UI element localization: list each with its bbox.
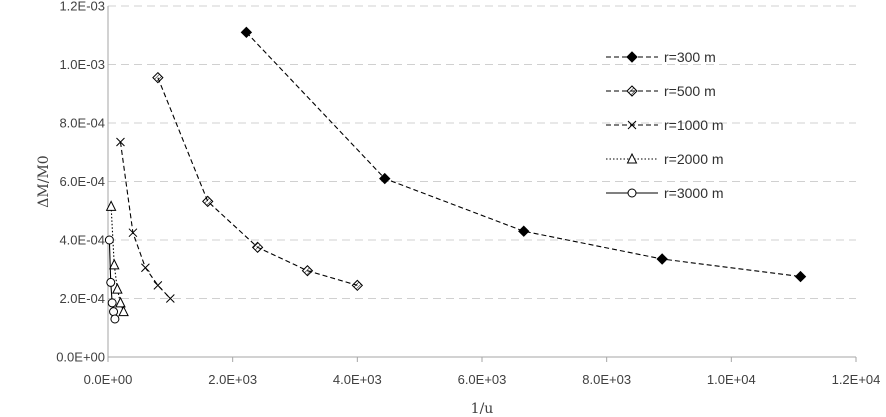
marker-diamond [626,51,638,63]
marker-hatched-diamond [626,85,638,97]
marker-triangle [108,258,120,270]
marker-circle [109,307,119,317]
series-5 [104,235,120,324]
marker-x [116,137,125,147]
marker-x [128,228,138,238]
series-2 [152,71,364,292]
marker-triangle [115,296,126,308]
legend-label: r=500 m [664,83,716,99]
x-tick-label: 8.0E+03 [582,372,631,387]
legend-label: r=3000 m [664,185,724,201]
x-tick-label: 4.0E+03 [333,372,382,387]
marker-hatched-diamond [251,241,264,254]
legend-label: r=2000 m [664,151,724,167]
marker-x [153,280,163,290]
series-line [110,206,125,312]
series-3 [116,137,175,303]
series-4 [105,200,129,317]
series-line [119,141,171,299]
y-tick-label: 6.0E-04 [59,174,105,189]
plot-area [104,26,807,324]
marker-hatched-diamond [152,71,164,84]
legend-entry: r=500 m [606,83,716,99]
marker-diamond [794,270,807,283]
x-tick-label: 0.0E+00 [84,372,133,387]
marker-diamond [240,26,253,39]
marker-circle [106,277,116,287]
x-tick-label: 6.0E+03 [458,372,507,387]
y-tick-label: 8.0E-04 [59,116,105,131]
legend-entry: r=300 m [606,49,716,65]
marker-triangle [112,283,123,294]
marker-circle [107,298,117,308]
x-tick-label: 1.0E+04 [707,372,756,387]
x-tick-label: 2.0E+03 [208,372,257,387]
marker-diamond [518,225,530,237]
axes [107,6,857,362]
marker-triangle [626,152,638,164]
marker-circle [104,235,114,245]
legend-label: r=300 m [664,49,716,65]
marker-triangle [118,305,129,317]
y-tick-label: 1.0E-03 [59,57,105,72]
marker-hatched-diamond [301,265,314,277]
legend-label: r=1000 m [664,117,724,133]
marker-triangle [105,200,117,211]
marker-diamond [656,253,668,265]
marker-hatched-diamond [351,279,364,292]
series-1 [240,26,807,283]
legend-entry: r=2000 m [606,151,724,167]
x-axis-title: 1/u [471,401,494,417]
legend-entry: r=1000 m [606,117,724,133]
gridlines [108,5,856,299]
y-tick-label: 2.0E-04 [59,291,105,306]
marker-x [141,263,150,273]
legend: r=300 m r=500 m r=1000 m r=2000 m r=3000 m [606,49,724,201]
legend-entry: r=3000 m [606,185,724,201]
y-tick-label: 1.2E-03 [59,0,105,14]
y-tick-label: 0.0E+00 [56,350,105,365]
marker-circle [627,188,637,198]
y-tick-label: 4.0E-04 [59,233,105,248]
series-line [245,31,801,278]
marker-diamond [379,172,391,185]
marker-hatched-diamond [202,195,214,208]
marker-x [165,294,175,303]
marker-x [627,120,637,130]
y-axis-title: ΔM/M0 [36,155,52,207]
marker-circle [110,314,120,324]
x-tick-label: 1.2E+04 [832,372,881,387]
tick-labels: 0.0E+00 2.0E-04 4.0E-04 6.0E-04 8.0E-04 1.0E-… [56,0,880,387]
